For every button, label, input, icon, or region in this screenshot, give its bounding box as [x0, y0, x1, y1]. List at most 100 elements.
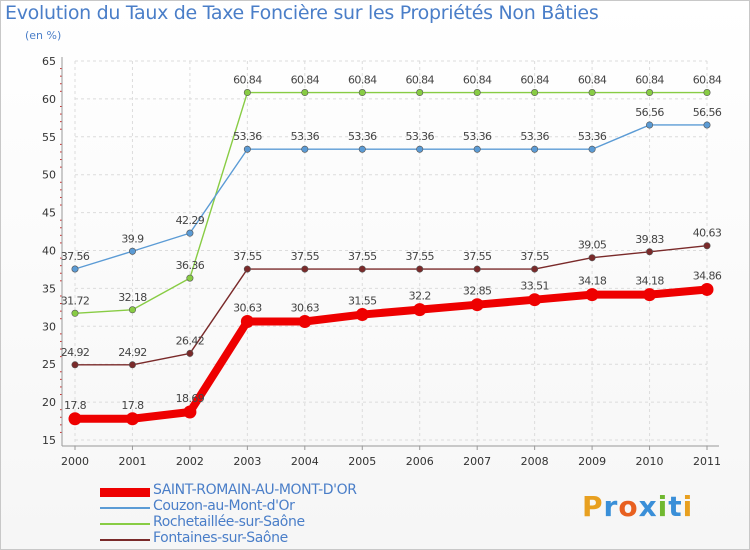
data-point	[298, 315, 312, 329]
data-label: 32.85	[463, 285, 492, 298]
axes: 15 20 25 30 35 40 45 50 55 60 65 2000 2001 2002 2003 20…	[42, 55, 721, 468]
data-point	[531, 89, 539, 97]
data-point	[470, 298, 484, 312]
data-point	[528, 293, 542, 307]
data-point	[588, 89, 596, 97]
data-point	[588, 145, 596, 153]
y-tick-label: 25	[42, 358, 56, 371]
data-point	[128, 247, 136, 255]
data-point	[703, 121, 711, 129]
data-point	[186, 349, 194, 357]
legend-swatch	[100, 539, 150, 541]
data-label: 24.92	[118, 346, 147, 359]
data-label: 39.9	[121, 232, 144, 245]
data-point	[358, 145, 366, 153]
data-label: 56.56	[635, 106, 664, 119]
data-label: 53.36	[405, 130, 434, 143]
data-label: 37.55	[348, 250, 377, 263]
x-tick-label: 2006	[406, 455, 434, 468]
series-saint-romain-au-mont-d-or	[68, 282, 714, 426]
series-couzon-au-mont-d-or	[71, 121, 711, 273]
data-label: 37.55	[463, 250, 492, 263]
legend-label: Fontaines-sur-Saône	[153, 530, 288, 546]
data-label: 37.55	[233, 250, 262, 263]
data-label: 37.55	[291, 250, 320, 263]
legend-item-fontaines: Fontaines-sur-Saône	[100, 530, 430, 548]
data-label: 60.84	[635, 74, 664, 87]
data-point	[643, 288, 657, 302]
data-point	[301, 89, 309, 97]
data-point	[128, 306, 136, 314]
legend-item-rochetaillee: Rochetaillée-sur-Saône	[100, 514, 430, 532]
series-line	[74, 91, 707, 314]
data-point	[301, 265, 309, 273]
legend-item-saint-romain: SAINT-ROMAIN-AU-MONT-D'OR	[100, 482, 430, 500]
y-tick-label: 55	[42, 131, 56, 144]
data-label: 56.56	[693, 106, 722, 119]
data-point	[646, 89, 654, 97]
data-point	[183, 405, 197, 419]
data-point	[355, 308, 369, 322]
data-point	[588, 254, 596, 262]
legend-item-couzon: Couzon-au-Mont-d'Or	[100, 498, 430, 516]
data-label: 53.36	[463, 130, 492, 143]
data-point	[700, 282, 714, 296]
y-tick-label: 15	[42, 434, 56, 447]
y-tick-label: 45	[42, 207, 56, 220]
legend-label: SAINT-ROMAIN-AU-MONT-D'OR	[153, 482, 357, 498]
data-label: 39.05	[578, 239, 607, 252]
data-label: 33.51	[520, 280, 549, 293]
data-label: 53.36	[233, 130, 262, 143]
data-label: 53.36	[291, 130, 320, 143]
y-tick-label: 50	[42, 169, 56, 182]
data-point	[416, 265, 424, 273]
series-fontaines-sur-sa-ne	[71, 242, 711, 369]
data-point	[243, 145, 251, 153]
logo-letter: o	[618, 490, 639, 523]
data-label: 34.86	[693, 269, 722, 282]
y-tick-label: 30	[42, 320, 56, 333]
x-tick-label: 2003	[233, 455, 261, 468]
data-label: 31.55	[348, 295, 377, 308]
data-label: 34.18	[578, 275, 607, 288]
data-label: 32.18	[118, 291, 147, 304]
data-label: 32.2	[409, 290, 431, 303]
data-point	[416, 89, 424, 97]
data-point	[71, 265, 79, 273]
legend-swatch	[100, 488, 150, 497]
data-label: 60.84	[578, 74, 607, 87]
y-tick-label: 20	[42, 396, 56, 409]
data-label: 17.8	[121, 399, 144, 412]
data-point	[473, 89, 481, 97]
legend-swatch	[100, 507, 150, 509]
chart-title: Evolution du Taux de Taxe Foncière sur l…	[5, 2, 599, 24]
logo-letter: x	[638, 490, 658, 523]
data-label: 30.63	[291, 302, 320, 315]
data-labels: 31.72 32.18 36.36 60.84 60.84 60.84 60.84 60.84…	[61, 74, 723, 412]
data-point	[416, 145, 424, 153]
data-label: 53.36	[520, 130, 549, 143]
data-label: 31.72	[61, 294, 90, 307]
data-point	[473, 145, 481, 153]
x-tick-label: 2011	[693, 455, 721, 468]
data-point	[531, 265, 539, 273]
x-tick-label: 2010	[636, 455, 664, 468]
legend-label: Couzon-au-Mont-d'Or	[153, 498, 295, 514]
series-line	[75, 245, 708, 366]
data-label: 42.29	[176, 214, 205, 227]
data-point	[243, 89, 251, 97]
data-point	[358, 265, 366, 273]
data-point	[646, 248, 654, 256]
y-tick-label: 40	[42, 245, 56, 258]
data-point	[243, 265, 251, 273]
data-label: 39.83	[635, 233, 664, 246]
data-point	[413, 303, 427, 317]
data-label: 40.63	[693, 227, 722, 240]
data-label: 60.84	[405, 74, 434, 87]
data-label: 60.84	[520, 74, 549, 87]
x-tick-label: 2000	[61, 455, 89, 468]
data-label: 37.55	[405, 250, 434, 263]
data-point	[358, 89, 366, 97]
logo-letter: i	[682, 490, 694, 523]
